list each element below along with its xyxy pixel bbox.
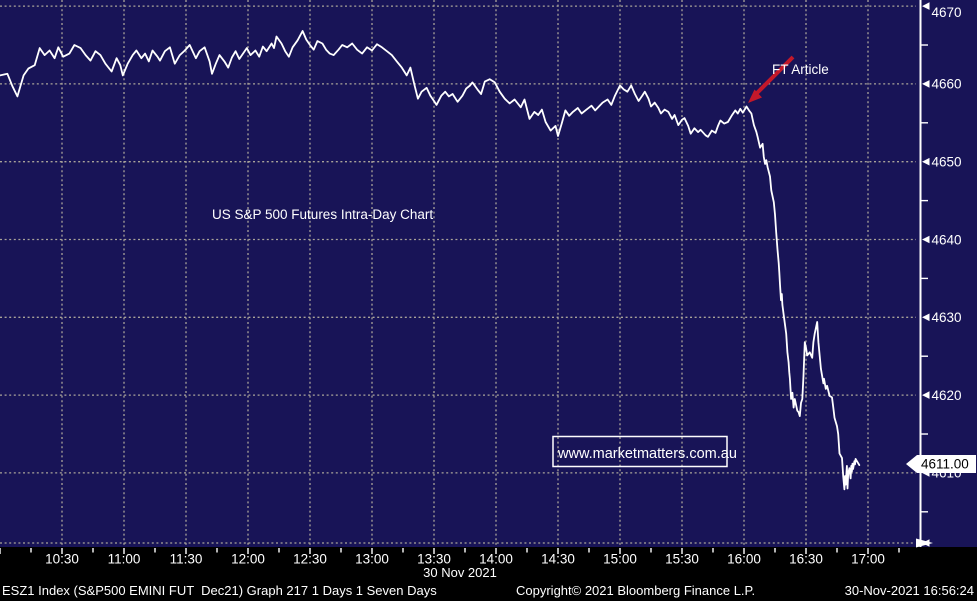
x-tick-label: 11:30: [170, 552, 203, 567]
last-price-tag: 4611.00: [906, 455, 976, 473]
watermark-box: [552, 435, 728, 468]
date-label: 30 Nov 2021: [423, 565, 497, 580]
y-major-tick-arrow-icon: [922, 313, 930, 322]
x-tick-label: 16:00: [727, 552, 761, 567]
ft-article-annotation: FT Article: [748, 55, 829, 103]
footer-copyright-text: Copyright© 2021 Bloomberg Finance L.P.: [516, 583, 755, 598]
x-tick-label: 17:00: [851, 552, 885, 567]
y-tick-label: 4660: [932, 77, 962, 92]
x-tick-label: 15:00: [603, 552, 637, 567]
x-tick-label: 12:30: [293, 552, 327, 567]
annotation-arrowhead-icon: [748, 89, 762, 103]
x-tick-label: 11:00: [108, 552, 141, 567]
annotation-arrow-shaft: [754, 55, 795, 96]
last-price-text: 4611.00: [921, 457, 969, 472]
footer-instrument-text: ESZ1 Index (S&P500 EMINI FUT Dec21) Grap…: [2, 583, 437, 598]
chart-title: US S&P 500 Futures Intra-Day Chart: [212, 207, 433, 222]
x-tick-label: 12:00: [231, 552, 265, 567]
x-axis: 10:30 11:00 11:30 12:00 12:30 13:00 13:30 14:00…: [0, 548, 900, 567]
ft-article-label: FT Article: [772, 62, 829, 77]
y-major-tick-arrow-icon: [922, 235, 930, 244]
y-tick-label: 4640: [932, 232, 962, 247]
price-series-line: [0, 30, 861, 491]
x-axis-arrow-icon: [916, 538, 933, 548]
watermark-text: www.marketmatters.com.au: [557, 446, 737, 462]
footer-timestamp-text: 30-Nov-2021 16:56:24: [845, 583, 974, 598]
x-tick-label: 14:00: [479, 552, 513, 567]
footer-strip: [0, 547, 977, 601]
series-layer: [0, 30, 861, 491]
y-tick-label: 4670: [932, 5, 962, 20]
y-tick-label: 4650: [932, 155, 962, 170]
x-tick-label: 15:30: [665, 552, 699, 567]
y-tick-label: 4620: [932, 388, 962, 403]
grid-layer: [0, 0, 916, 547]
x-tick-label: 10:30: [45, 552, 79, 567]
y-major-tick-arrow-icon: [922, 80, 930, 88]
x-tick-label: 13:30: [417, 552, 451, 567]
y-major-tick-arrow-icon: [922, 157, 930, 166]
x-tick-label: 14:30: [541, 552, 575, 567]
x-tick-label: 13:00: [355, 552, 389, 567]
y-major-tick-arrow-icon: [922, 391, 930, 399]
y-axis-line: [919, 0, 922, 547]
x-tick-label: 16:30: [789, 552, 823, 567]
y-tick-label: 4630: [932, 310, 962, 325]
price-tag-shape: [906, 455, 976, 473]
y-major-tick-arrow-icon: [922, 2, 930, 10]
